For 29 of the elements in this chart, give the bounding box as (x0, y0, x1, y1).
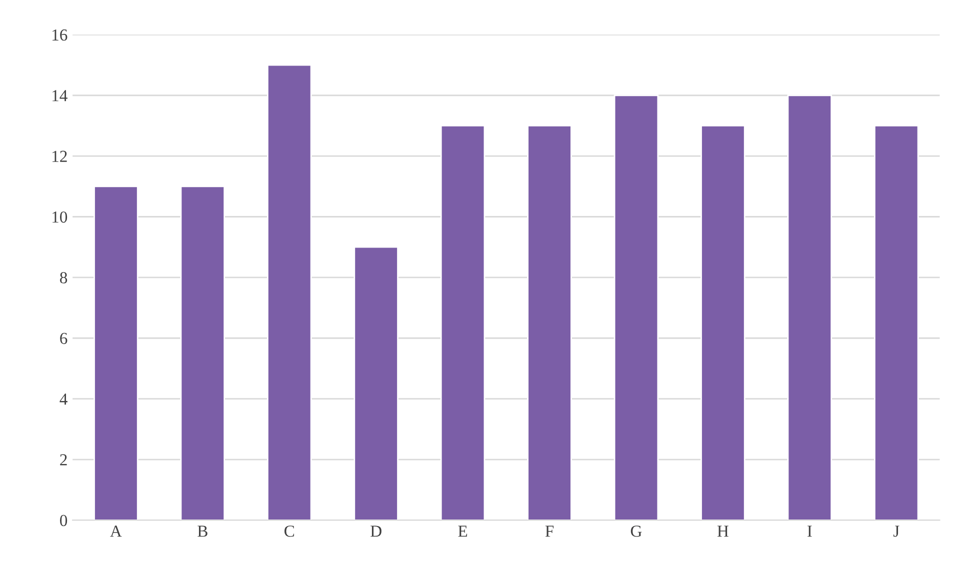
y-tick-label: 10 (52, 211, 68, 223)
bar (94, 186, 138, 520)
y-tick-label: 8 (60, 272, 68, 284)
x-tick-label: F (545, 526, 554, 537)
y-tick-label: 14 (52, 90, 68, 102)
x-tick-label: H (717, 526, 728, 537)
y-tick-label: 12 (52, 150, 67, 162)
bar (527, 125, 572, 520)
y-tick-label: 16 (52, 29, 68, 41)
bar (700, 125, 746, 520)
x-tick-label: B (198, 526, 208, 537)
x-tick-label: I (807, 526, 812, 537)
bar (614, 94, 659, 520)
bar (266, 64, 312, 520)
y-tick-label: 4 (60, 394, 68, 405)
x-tick-label: J (893, 526, 900, 537)
bar (354, 246, 398, 520)
bar (180, 186, 226, 520)
x-tick-label: E (458, 526, 468, 537)
bar (440, 125, 486, 520)
x-tick-label: D (370, 526, 382, 537)
y-tick-label: 0 (60, 514, 68, 526)
y-tick-label: 6 (60, 332, 68, 344)
bar (787, 94, 832, 520)
bar (874, 125, 919, 520)
x-tick-label: C (284, 526, 294, 537)
x-tick-label: A (110, 526, 122, 537)
y-tick-label: 2 (60, 454, 67, 466)
x-tick-label: G (630, 526, 642, 537)
